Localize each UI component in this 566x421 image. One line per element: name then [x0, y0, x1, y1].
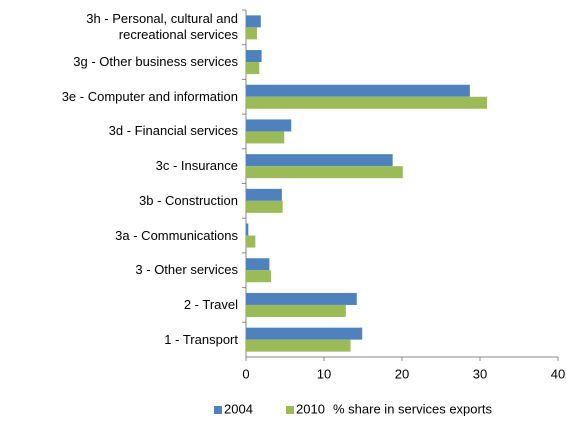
- bar: [246, 200, 283, 213]
- legend-swatch: [214, 406, 222, 414]
- category-label: 1 - Transport: [164, 331, 238, 347]
- bar: [246, 119, 292, 132]
- category-label: 3h - Personal, cultural and recreational…: [86, 11, 238, 43]
- bar: [246, 27, 257, 40]
- legend-label: 2004: [224, 401, 253, 416]
- category-label: 3 - Other services: [135, 262, 238, 278]
- bar: [246, 50, 262, 63]
- bar: [246, 235, 256, 248]
- bar: [246, 96, 488, 109]
- category-label: 3b - Construction: [139, 192, 238, 208]
- legend-label: 2010: [296, 401, 325, 416]
- category-label: 3c - Insurance: [155, 158, 238, 174]
- category-label: 3g - Other business services: [73, 54, 238, 70]
- legend-swatch: [286, 406, 294, 414]
- x-tick-label: 10: [317, 366, 331, 381]
- bar: [246, 15, 261, 28]
- bar: [246, 84, 470, 97]
- bar: [246, 188, 282, 201]
- bar: [246, 258, 270, 271]
- category-label: 3d - Financial services: [108, 123, 238, 139]
- bar: [246, 304, 346, 317]
- bar: [246, 131, 285, 144]
- x-tick-label: 20: [395, 366, 409, 381]
- x-tick-label: 0: [242, 366, 249, 381]
- category-label: 2 - Travel: [183, 296, 238, 312]
- bar: [246, 223, 249, 236]
- bar: [246, 154, 393, 167]
- bar: [246, 292, 357, 305]
- x-axis-label: % share in services exports: [333, 401, 492, 416]
- category-label: 3e - Computer and information: [61, 88, 238, 104]
- bar: [246, 62, 260, 75]
- bar: [246, 270, 271, 283]
- bar: [246, 166, 403, 179]
- category-label: 3a - Communications: [115, 227, 238, 243]
- bar: [246, 339, 351, 352]
- x-tick-label: 40: [551, 366, 565, 381]
- x-tick-label: 30: [473, 366, 487, 381]
- bar: [246, 327, 363, 340]
